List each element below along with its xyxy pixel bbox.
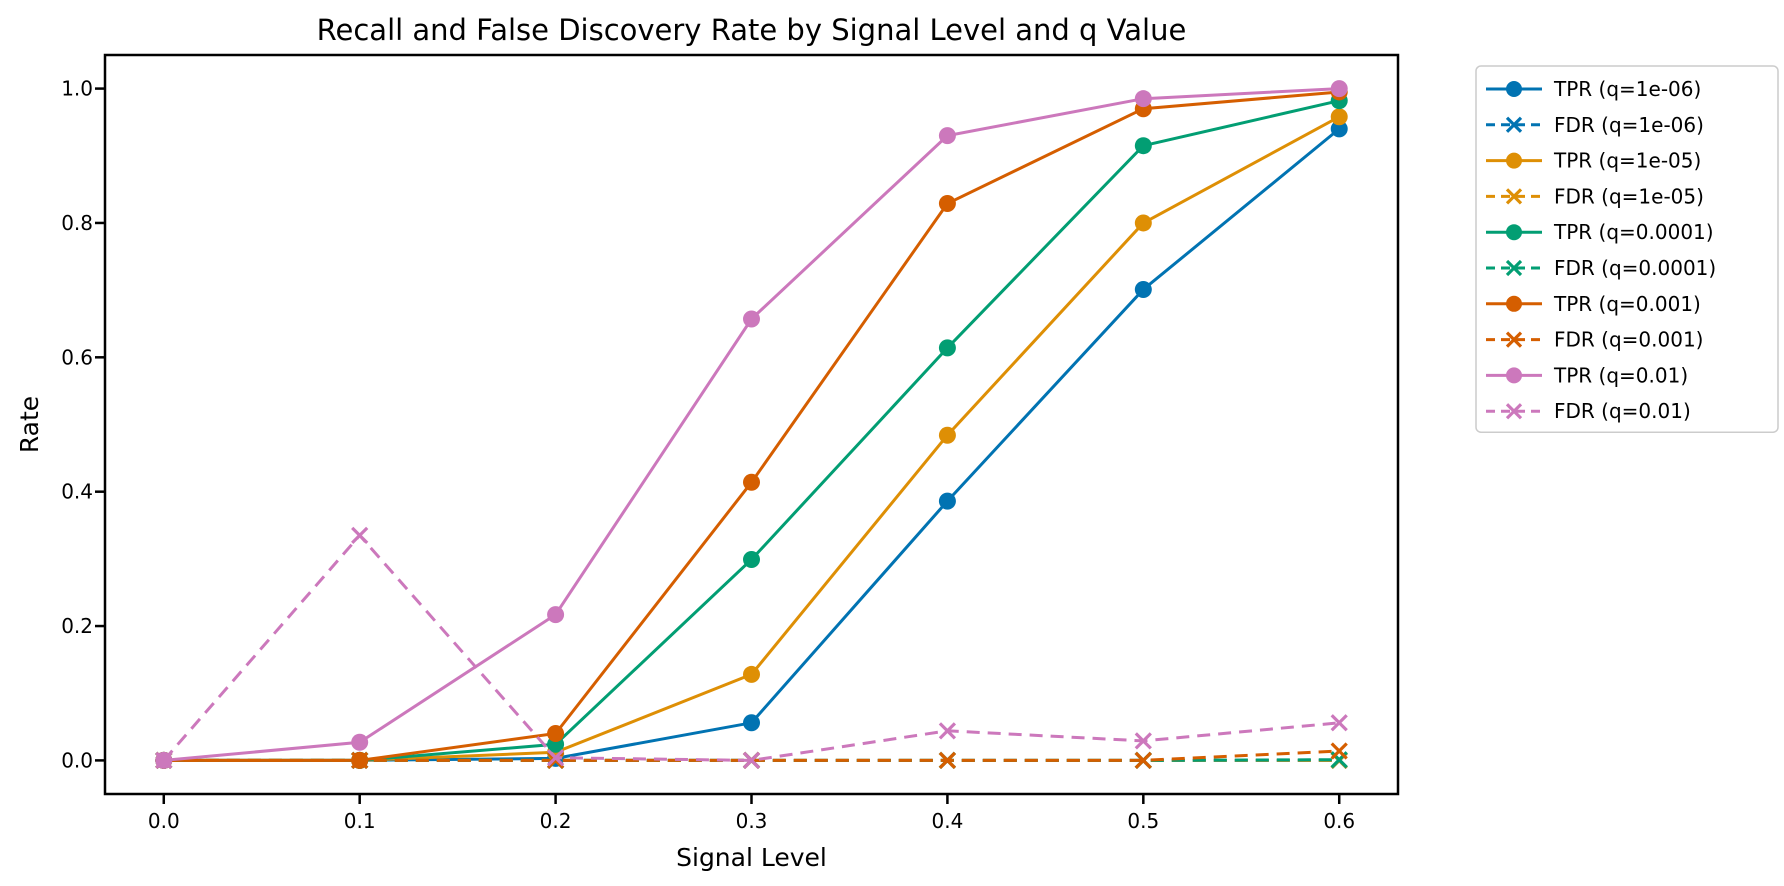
x-tick-label: 0.2 bbox=[540, 809, 572, 833]
series-line-tpr-q-1e-06- bbox=[163, 127, 1341, 762]
data-point-circle bbox=[1134, 137, 1152, 155]
data-point-circle bbox=[547, 606, 565, 624]
legend-label: TPR (q=0.0001) bbox=[1553, 220, 1714, 244]
data-point-x bbox=[155, 751, 173, 770]
y-tick-label: 0.6 bbox=[61, 345, 93, 369]
series-line-tpr-q-0-01- bbox=[163, 87, 1340, 762]
y-axis-label: Rate bbox=[15, 396, 44, 453]
data-point-x bbox=[1330, 714, 1348, 732]
data-point-x bbox=[1134, 732, 1152, 750]
legend-label: FDR (q=0.001) bbox=[1554, 328, 1703, 352]
data-point-circle bbox=[1330, 120, 1348, 138]
legend-label: TPR (q=0.01) bbox=[1553, 363, 1688, 387]
y-tick-label: 0.2 bbox=[61, 614, 93, 638]
data-point-circle bbox=[938, 194, 956, 212]
y-tick-label: 1.0 bbox=[61, 77, 93, 101]
data-point-circle bbox=[743, 551, 760, 569]
x-tick-label: 0.0 bbox=[148, 809, 180, 833]
legend-sample-circle bbox=[1506, 224, 1522, 241]
legend-sample-x bbox=[1505, 188, 1523, 205]
data-point-circle bbox=[743, 714, 760, 732]
x-axis-label: Signal Level bbox=[676, 843, 827, 872]
legend-label: FDR (q=1e-05) bbox=[1554, 184, 1704, 208]
data-point-circle bbox=[1134, 214, 1152, 232]
data-point-circle bbox=[938, 426, 956, 444]
legend-label: TPR (q=0.001) bbox=[1553, 292, 1701, 316]
y-tick-label: 0.4 bbox=[61, 480, 93, 504]
data-point-circle bbox=[743, 665, 760, 683]
legend-sample-x bbox=[1505, 403, 1523, 420]
data-point-circle bbox=[351, 733, 369, 751]
legend-sample-circle bbox=[1506, 81, 1522, 97]
legend-label: TPR (q=1e-05) bbox=[1553, 149, 1701, 173]
legend-sample-x bbox=[1505, 116, 1523, 133]
x-tick-label: 0.3 bbox=[736, 809, 768, 833]
y-tick-label: 0.8 bbox=[61, 211, 93, 235]
series-line-tpr-q-0-001- bbox=[163, 90, 1340, 762]
data-point-circle bbox=[1134, 280, 1152, 298]
data-point-x bbox=[1134, 751, 1152, 770]
x-tick-label: 0.5 bbox=[1127, 809, 1159, 833]
series-line-tpr-q-1e-05- bbox=[163, 115, 1340, 762]
data-point-circle bbox=[1330, 80, 1348, 98]
legend-sample-circle bbox=[1506, 295, 1522, 312]
data-point-circle bbox=[938, 339, 956, 357]
legend-label: FDR (q=1e-06) bbox=[1554, 113, 1704, 137]
legend-label: FDR (q=0.0001) bbox=[1554, 256, 1716, 280]
x-tick-label: 0.6 bbox=[1323, 809, 1355, 833]
chart-title: Recall and False Discovery Rate by Signa… bbox=[317, 13, 1187, 47]
data-point-x bbox=[546, 749, 565, 767]
data-point-circle bbox=[1134, 90, 1152, 108]
legend-sample-circle bbox=[1506, 367, 1522, 384]
legend-box bbox=[1475, 65, 1779, 433]
legend-sample-x bbox=[1505, 331, 1523, 348]
series-line-tpr-q-0-0001- bbox=[163, 99, 1340, 762]
legend-sample-circle bbox=[1506, 152, 1522, 169]
data-point-x bbox=[938, 751, 957, 770]
plot-area-frame bbox=[103, 53, 1400, 796]
data-point-circle bbox=[743, 473, 760, 491]
legend-sample-x bbox=[1505, 259, 1523, 277]
data-point-circle bbox=[743, 310, 760, 328]
data-point-x bbox=[351, 526, 369, 544]
data-point-x bbox=[351, 751, 369, 770]
data-point-x bbox=[546, 751, 565, 770]
legend-label: FDR (q=0.01) bbox=[1554, 399, 1691, 423]
data-point-x bbox=[1330, 742, 1348, 760]
x-tick-label: 0.4 bbox=[932, 809, 964, 833]
legend-label: TPR (q=1e-06) bbox=[1553, 77, 1701, 101]
data-point-circle bbox=[938, 127, 956, 145]
data-point-circle bbox=[1330, 108, 1348, 126]
data-point-circle bbox=[938, 492, 956, 510]
data-point-circle bbox=[547, 725, 565, 743]
y-tick-label: 0.0 bbox=[61, 748, 93, 772]
data-point-x bbox=[742, 751, 761, 770]
x-tick-label: 0.1 bbox=[344, 809, 376, 833]
data-point-x bbox=[938, 722, 957, 740]
